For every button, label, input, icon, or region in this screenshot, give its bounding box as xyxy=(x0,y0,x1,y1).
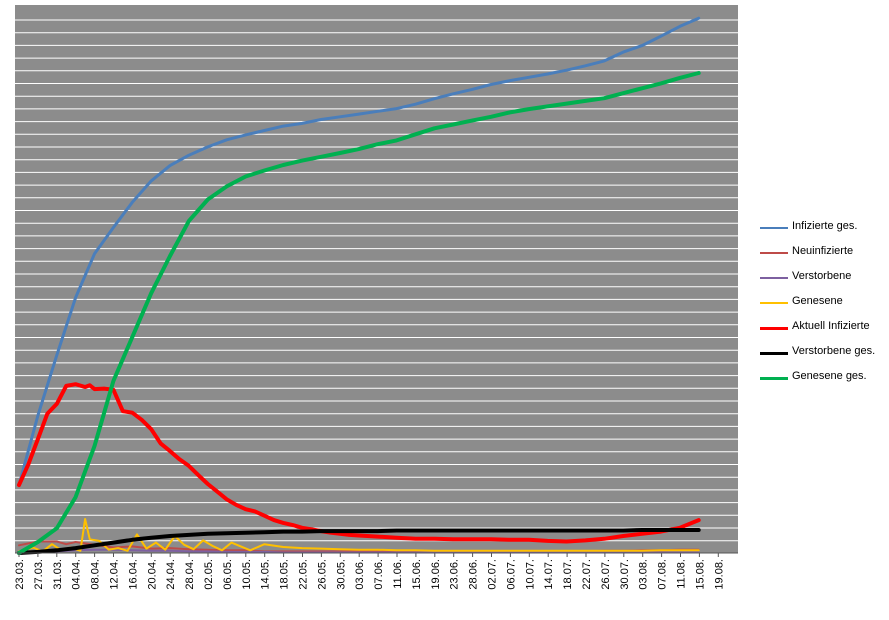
x-tick-label: 22.07. xyxy=(581,559,593,590)
legend-swatch xyxy=(760,227,788,229)
x-tick-label: 30.07. xyxy=(619,559,631,590)
legend-label: Genesene xyxy=(792,295,843,307)
x-tick-label: 19.08. xyxy=(713,559,725,590)
x-tick-label: 19.06. xyxy=(430,559,442,590)
x-tick-label: 14.05. xyxy=(260,559,272,590)
legend-label: Neuinfizierte xyxy=(792,245,854,257)
x-tick-label: 27.03. xyxy=(33,559,45,590)
x-tick-label: 11.08. xyxy=(676,559,688,589)
gridlines xyxy=(15,19,738,542)
legend-swatch xyxy=(760,252,788,254)
x-tick-label: 03.08. xyxy=(638,559,650,590)
x-tick-label: 28.04. xyxy=(184,559,196,590)
legend-label: Verstorbene ges. xyxy=(792,345,876,357)
x-tick-label: 30.05. xyxy=(335,559,347,590)
legend-label: Genesene ges. xyxy=(792,370,867,382)
x-tick-label: 06.05. xyxy=(222,559,234,590)
series-line-6 xyxy=(17,71,701,555)
x-tick-label: 08.04. xyxy=(90,559,102,590)
x-ticks: 23.03. 27.03. 31.03. 04.04. 08.04. 12.04. 16.0… xyxy=(14,553,725,590)
legend-swatch xyxy=(760,327,788,330)
x-tick-label: 22.05. xyxy=(298,559,310,590)
x-tick-label: 12.04. xyxy=(109,559,121,590)
legend: Infizierte ges. Neuinfizierte Verstorbene G… xyxy=(760,218,885,393)
x-tick-label: 11.06. xyxy=(392,559,404,589)
x-tick-label: 06.07. xyxy=(505,559,517,590)
legend-swatch xyxy=(760,352,788,355)
series-line-3 xyxy=(18,518,700,553)
series-line-5 xyxy=(17,528,701,555)
legend-item: Genesene ges. xyxy=(760,368,885,393)
x-tick-label: 18.05. xyxy=(279,559,291,590)
x-tick-label: 24.04. xyxy=(165,559,177,590)
legend-item: Infizierte ges. xyxy=(760,218,885,243)
x-tick-label: 02.07. xyxy=(487,559,499,590)
x-tick-label: 07.08. xyxy=(657,559,669,590)
legend-swatch xyxy=(760,377,788,380)
legend-label: Verstorbene xyxy=(792,270,852,282)
x-tick-label: 15.08. xyxy=(694,559,706,590)
x-tick-label: 10.07. xyxy=(524,559,536,590)
x-tick-label: 20.04. xyxy=(146,559,158,590)
x-tick-label: 07.06. xyxy=(373,559,385,590)
x-tick-label: 26.05. xyxy=(316,559,328,590)
x-tick-label: 23.06. xyxy=(449,559,461,590)
legend-label: Infizierte ges. xyxy=(792,220,858,232)
x-tick-label: 15.06. xyxy=(411,559,423,590)
series-line-4 xyxy=(17,382,701,544)
legend-label: Aktuell Infizierte xyxy=(792,320,870,332)
legend-swatch xyxy=(760,277,788,279)
legend-item: Genesene xyxy=(760,293,885,318)
x-tick-label: 10.05. xyxy=(241,559,253,590)
x-tick-label: 23.03. xyxy=(14,559,26,590)
x-tick-label: 04.04. xyxy=(71,559,83,590)
legend-item: Verstorbene ges. xyxy=(760,343,885,368)
x-tick-label: 16.04. xyxy=(127,559,139,590)
legend-item: Aktuell Infizierte xyxy=(760,318,885,343)
x-tick-label: 14.07. xyxy=(543,559,555,590)
x-tick-label: 31.03. xyxy=(52,559,64,590)
x-tick-label: 26.07. xyxy=(600,559,612,590)
legend-item: Neuinfizierte xyxy=(760,243,885,268)
legend-swatch xyxy=(760,302,788,304)
plot-area xyxy=(15,5,738,553)
legend-item: Verstorbene xyxy=(760,268,885,293)
series-line-0 xyxy=(17,16,701,487)
x-tick-label: 03.06. xyxy=(354,559,366,590)
x-tick-label: 28.06. xyxy=(468,559,480,590)
x-tick-label: 02.05. xyxy=(203,559,215,590)
x-tick-label: 18.07. xyxy=(562,559,574,590)
